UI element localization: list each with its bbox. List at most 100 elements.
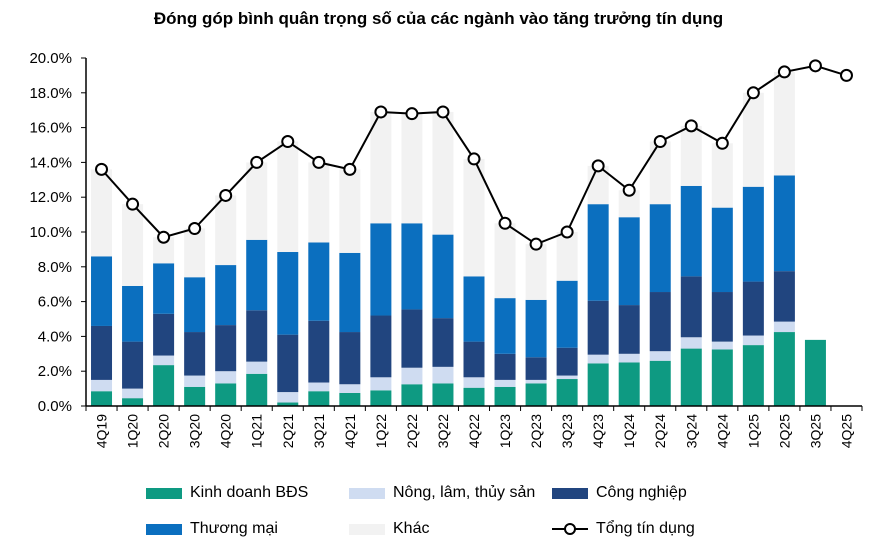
x-tick-label: 4Q23 [590, 414, 606, 448]
bar-segment [711, 292, 733, 342]
bar-segment [711, 341, 733, 350]
bar-segment [556, 232, 578, 281]
bar-segment [277, 252, 299, 335]
bar-segment [525, 379, 547, 384]
y-tick-label: 10.0% [29, 224, 72, 241]
total-credit-point [467, 152, 481, 166]
bar-segment [308, 382, 330, 392]
bar-segment [91, 169, 113, 257]
bar-segment [184, 332, 206, 376]
bar-segment [618, 305, 640, 354]
bar-segment [680, 185, 702, 277]
x-tick-label: 2Q24 [652, 414, 668, 448]
bar-segment [184, 228, 206, 278]
bar-segment [494, 353, 516, 380]
bar-segment [773, 175, 795, 272]
bar-segment [463, 158, 485, 277]
bar-segment [742, 335, 764, 346]
bar-segment [308, 242, 330, 321]
bar-segment [494, 223, 516, 299]
bar-segment [153, 263, 175, 314]
bar-segment [742, 281, 764, 336]
y-tick-label: 6.0% [38, 294, 72, 311]
legend-label: Thương mại [190, 520, 278, 537]
bar-segment [587, 354, 609, 364]
bar-segment [618, 217, 640, 306]
bar-segment [277, 392, 299, 403]
y-tick-label: 18.0% [29, 85, 72, 102]
y-tick-label: 16.0% [29, 120, 72, 137]
bar-segment [432, 383, 454, 406]
legend-label: Kinh doanh BĐS [190, 484, 309, 501]
bar-segment [215, 265, 237, 326]
x-tick-label: 4Q25 [838, 414, 854, 448]
bar-segment [773, 71, 795, 176]
bar-segment [122, 204, 144, 286]
bar-segment [246, 361, 268, 374]
x-tick-label: 2Q23 [528, 414, 544, 448]
bar-segment [525, 383, 547, 406]
bar-segment [494, 386, 516, 406]
bar-segment [432, 111, 454, 235]
x-tick-label: 4Q24 [714, 414, 730, 448]
bar-segment [122, 285, 144, 342]
bar-segment [742, 186, 764, 282]
bar-segment [215, 383, 237, 406]
bar-segment [246, 239, 268, 311]
bar-segment [587, 204, 609, 301]
total-credit-point [250, 155, 264, 169]
bar-segment [773, 271, 795, 322]
x-tick-label: 2Q20 [156, 414, 172, 448]
total-credit-point [715, 136, 729, 150]
x-tick-label: 3Q22 [435, 414, 451, 448]
total-credit-point [281, 135, 295, 149]
bar-segment [525, 299, 547, 358]
bar-segment [587, 363, 609, 406]
legend-swatch [349, 487, 385, 499]
bar-segment [556, 280, 578, 348]
y-tick-label: 12.0% [29, 189, 72, 206]
bar-segment [773, 321, 795, 333]
bar-segment [153, 313, 175, 356]
bar-segment [184, 386, 206, 406]
total-credit-point [374, 105, 388, 119]
total-credit-point [157, 230, 171, 244]
bar-segment [463, 377, 485, 388]
bar-segment [339, 392, 361, 406]
x-tick-label: 4Q19 [94, 414, 110, 448]
bar-segment [91, 379, 113, 392]
x-tick-label: 4Q22 [466, 414, 482, 448]
bar-segment [649, 351, 671, 361]
total-credit-point [622, 183, 636, 197]
x-tick-label: 1Q22 [373, 414, 389, 448]
total-credit-point [529, 237, 543, 251]
bar-segment [339, 169, 361, 253]
y-tick-label: 4.0% [38, 328, 72, 345]
bar-segment [463, 387, 485, 406]
bar-segment [463, 276, 485, 342]
bar-segment [122, 398, 144, 406]
bar-segment [401, 223, 423, 310]
bar-segment [525, 357, 547, 380]
bar-segment [463, 341, 485, 378]
bar-segment [277, 402, 299, 406]
total-credit-point [653, 135, 667, 149]
legend-swatch [349, 523, 385, 535]
bar-segment [215, 195, 237, 266]
x-tick-label: 1Q25 [745, 414, 761, 448]
total-credit-point [498, 216, 512, 230]
legend-label: Nông, lâm, thủy sản [393, 484, 536, 501]
legend-item-cong-nghiep: Công nghiệp [552, 484, 687, 502]
bar-segment [680, 348, 702, 406]
legend-label: Tổng tín dụng [596, 520, 695, 537]
total-credit-point [343, 162, 357, 176]
bar-segment [742, 92, 764, 187]
bar-segment [587, 300, 609, 355]
total-credit-point [591, 159, 605, 173]
legend-item-tong-tin-dung: Tổng tín dụng [552, 520, 695, 538]
bar-segment [153, 355, 175, 366]
bar-segment [122, 388, 144, 399]
bar-segment [91, 325, 113, 380]
total-credit-point [188, 222, 202, 236]
